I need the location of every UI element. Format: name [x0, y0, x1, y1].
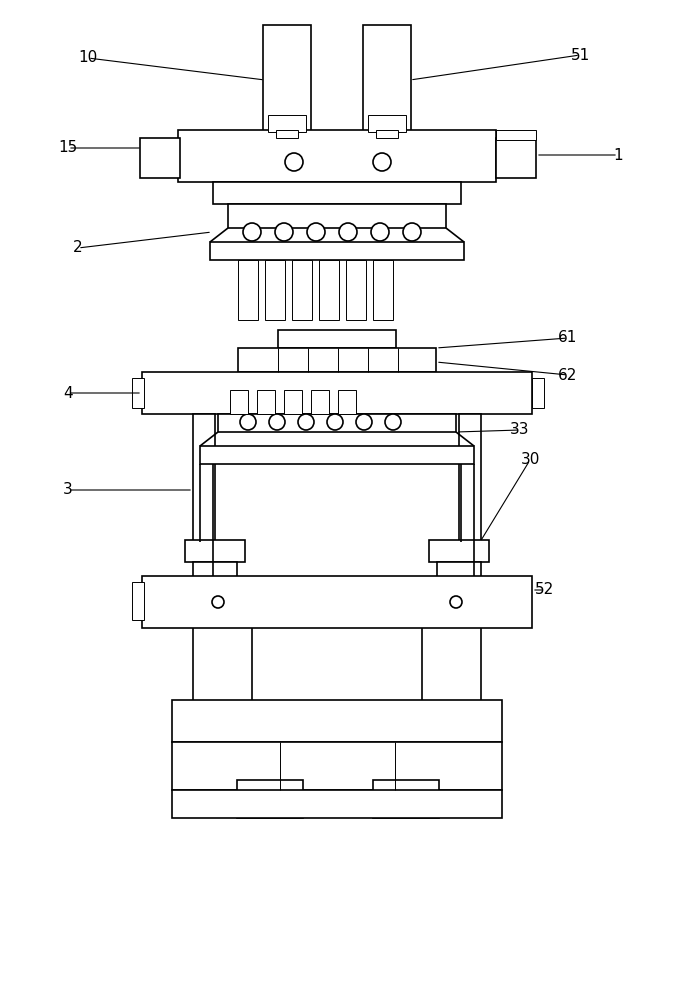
Text: 2: 2: [73, 240, 83, 255]
Bar: [230, 390, 248, 414]
Bar: [276, 130, 298, 138]
Bar: [132, 378, 144, 408]
Bar: [237, 780, 303, 818]
Bar: [257, 390, 275, 414]
Text: 1: 1: [613, 147, 623, 162]
Circle shape: [243, 223, 261, 241]
Bar: [496, 138, 536, 178]
Bar: [496, 130, 536, 140]
Bar: [373, 780, 439, 818]
Bar: [172, 790, 502, 818]
Bar: [532, 378, 544, 408]
Bar: [178, 130, 496, 182]
Circle shape: [450, 596, 462, 608]
Text: 4: 4: [63, 385, 73, 400]
Circle shape: [240, 414, 256, 430]
Text: 61: 61: [559, 330, 577, 346]
Bar: [373, 260, 393, 320]
Bar: [429, 540, 489, 562]
Text: 3: 3: [63, 483, 73, 497]
Bar: [284, 390, 302, 414]
Bar: [218, 414, 456, 432]
Bar: [238, 348, 436, 372]
Bar: [437, 562, 481, 578]
Circle shape: [356, 414, 372, 430]
Circle shape: [385, 414, 401, 430]
Bar: [140, 138, 180, 178]
Bar: [265, 260, 285, 320]
Bar: [172, 700, 502, 742]
Circle shape: [275, 223, 293, 241]
Bar: [132, 582, 144, 620]
Bar: [193, 414, 215, 542]
Circle shape: [373, 153, 391, 171]
Text: 52: 52: [536, 582, 554, 597]
Circle shape: [307, 223, 325, 241]
Bar: [363, 25, 411, 143]
Bar: [228, 204, 446, 228]
Bar: [185, 540, 245, 562]
Bar: [278, 330, 396, 348]
Bar: [338, 390, 356, 414]
Bar: [346, 260, 366, 320]
Bar: [376, 130, 398, 138]
Circle shape: [339, 223, 357, 241]
Text: 30: 30: [521, 452, 540, 468]
Bar: [142, 372, 532, 414]
Circle shape: [285, 153, 303, 171]
Bar: [213, 182, 461, 204]
Bar: [459, 414, 481, 542]
Circle shape: [403, 223, 421, 241]
Bar: [292, 260, 312, 320]
Circle shape: [212, 596, 224, 608]
Bar: [311, 390, 329, 414]
Bar: [210, 242, 464, 260]
Circle shape: [327, 414, 343, 430]
Circle shape: [371, 223, 389, 241]
Circle shape: [298, 414, 314, 430]
Bar: [319, 260, 339, 320]
Bar: [172, 742, 502, 790]
Bar: [263, 25, 311, 143]
Circle shape: [269, 414, 285, 430]
Text: 62: 62: [559, 367, 577, 382]
Text: 10: 10: [79, 50, 97, 66]
Bar: [193, 562, 237, 578]
Bar: [142, 576, 532, 628]
Bar: [268, 115, 306, 132]
Bar: [200, 446, 474, 464]
Text: 51: 51: [571, 47, 590, 62]
Text: 15: 15: [58, 140, 78, 155]
Bar: [368, 115, 406, 132]
Text: 33: 33: [510, 422, 529, 438]
Bar: [238, 260, 258, 320]
